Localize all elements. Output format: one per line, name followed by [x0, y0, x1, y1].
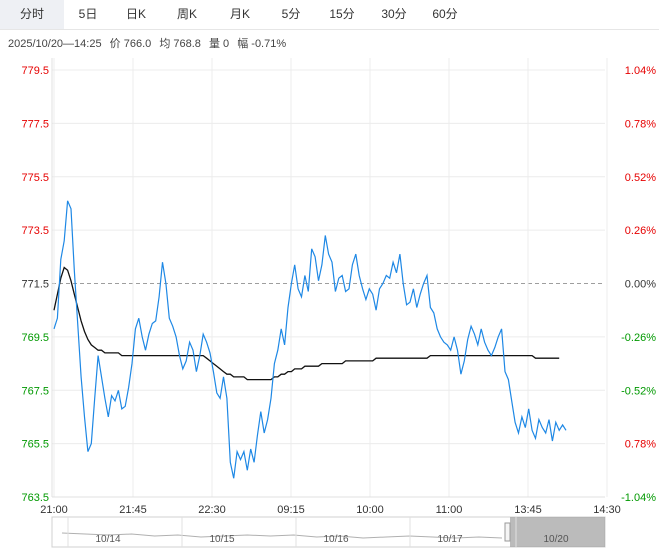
price-line [53, 200, 567, 479]
y-tick-left: 763.5 [21, 492, 49, 504]
chart-grid [51, 58, 608, 498]
x-tick-label: 14:30 [593, 504, 621, 516]
info-datetime: 2025/10/20—14:25 [8, 38, 102, 50]
tab-30min[interactable]: 30分 [381, 7, 407, 21]
y-tick-left: 771.5 [21, 279, 49, 291]
y-tick-right: -0.52% [621, 385, 656, 397]
series-lines [53, 200, 567, 479]
info-volume: 量 0 [208, 38, 230, 50]
tab-weekly-k[interactable]: 周K [176, 7, 197, 21]
y-tick-right: -1.04% [621, 492, 656, 504]
time-navigator[interactable]: 10/14 10/15 10/16 10/17 10/20 [51, 516, 606, 548]
x-tick-label: 13:45 [514, 504, 542, 516]
x-tick-label: 10:00 [356, 504, 384, 516]
navigator-date-label: 10/20 [543, 534, 568, 545]
info-bar: 2025/10/20—14:25 价 766.0 均 768.8 量 0 幅 -… [8, 35, 291, 51]
avg-price-line [53, 266, 560, 381]
x-tick-label: 09:15 [277, 504, 305, 516]
info-change: 幅 -0.71% [237, 38, 287, 50]
y-tick-right: -0.26% [621, 332, 656, 344]
y-tick-left: 775.5 [21, 172, 49, 184]
tab-60min[interactable]: 60分 [432, 7, 458, 21]
x-tick-label: 21:00 [40, 504, 68, 516]
y-tick-left: 773.5 [21, 225, 49, 237]
navigator-date-label: 10/14 [95, 534, 120, 545]
x-tick-label: 22:30 [198, 504, 226, 516]
y-tick-left: 769.5 [21, 332, 49, 344]
y-tick-right: 0.26% [625, 225, 656, 237]
x-tick-label: 21:45 [119, 504, 147, 516]
period-tabs: 分时 5日 日K 周K 月K 5分 15分 30分 60分 [0, 0, 659, 30]
tab-5day[interactable]: 5日 [78, 7, 98, 21]
tab-5min[interactable]: 5分 [281, 7, 301, 21]
y-tick-right: 0.52% [625, 172, 656, 184]
y-tick-left: 777.5 [21, 118, 49, 130]
y-tick-left: 765.5 [21, 439, 49, 451]
x-axis: 21:00 21:45 22:30 09:15 10:00 11:00 13:45 14:30 [40, 504, 621, 516]
tab-intraday[interactable]: 分时 [0, 0, 64, 29]
navigator-date-label: 10/15 [209, 534, 234, 545]
y-tick-left: 779.5 [21, 65, 49, 77]
x-tick-label: 11:00 [436, 504, 463, 516]
y-tick-right: 1.04% [625, 65, 656, 77]
navigator-trend-line [61, 532, 503, 539]
navigator-selection[interactable] [510, 517, 605, 547]
navigator-date-label: 10/16 [323, 534, 348, 545]
tab-daily-k[interactable]: 日K [125, 7, 146, 21]
y-tick-right: 0.78% [625, 439, 656, 451]
info-avg: 均 768.8 [159, 38, 201, 50]
y-tick-left: 767.5 [21, 385, 49, 397]
y-tick-right: 0.00% [625, 279, 656, 291]
navigator-handle-left[interactable] [504, 522, 511, 542]
info-price: 价 766.0 [109, 38, 152, 50]
y-tick-right: 0.78% [625, 118, 656, 130]
y-axis-left: 779.5 777.5 775.5 773.5 771.5 769.5 767.5 765.5… [21, 65, 49, 504]
tab-monthly-k[interactable]: 月K [229, 7, 250, 21]
y-axis-right: 1.04% 0.78% 0.52% 0.26% 0.00% -0.26% -0.52% 0.7… [621, 65, 656, 504]
navigator-date-label: 10/17 [437, 534, 462, 545]
tab-15min[interactable]: 15分 [329, 7, 355, 21]
